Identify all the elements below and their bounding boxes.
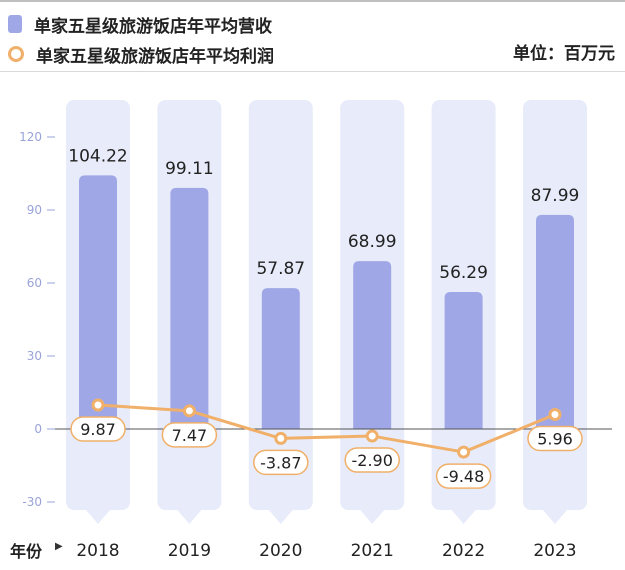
column-pointer (177, 510, 202, 524)
x-tick-label: 2018 (76, 541, 119, 561)
revenue-bar (261, 288, 300, 429)
revenue-bar (170, 187, 209, 429)
legend-swatch-dot (8, 46, 24, 62)
profit-value-label: -2.90 (351, 451, 392, 470)
profit-label-box (344, 447, 400, 473)
profit-label-box (70, 416, 126, 442)
profit-line (97, 403, 556, 454)
revenue-value-label: 56.29 (439, 263, 488, 283)
revenue-value-label: 68.99 (348, 232, 397, 252)
profit-point (548, 407, 562, 421)
profit-value-label: 5.96 (537, 429, 573, 448)
revenue-bar (444, 292, 483, 429)
x-tick-label: 2023 (533, 541, 576, 561)
y-tick-label: 90 (27, 203, 42, 217)
revenue-bar (353, 261, 392, 429)
profit-value-label: 9.87 (80, 420, 116, 439)
legend-label-profit: 单家五星级旅游饭店年平均利润 (36, 46, 274, 67)
x-tick-label: 2020 (259, 541, 302, 561)
column-pointer (86, 510, 110, 524)
profit-label-box (161, 422, 218, 448)
profit-label-box (527, 425, 583, 452)
revenue-value-label: 104.22 (68, 146, 127, 166)
profit-point (365, 429, 379, 443)
profit-label-box (253, 449, 309, 476)
profit-value-label: -3.87 (260, 453, 301, 472)
y-tick-label: -30 (22, 495, 42, 509)
legend-swatch-bar (8, 15, 22, 33)
revenue-bar (536, 214, 574, 429)
x-tick-label: 2021 (351, 541, 394, 561)
revenue-bar (79, 175, 117, 429)
profit-point (274, 431, 288, 445)
column-pointer (543, 510, 567, 524)
profit-value-label: -9.48 (443, 467, 484, 486)
column-pointer (451, 510, 476, 524)
column-pointer (268, 510, 293, 524)
x-tick-label: 2022 (442, 541, 485, 561)
y-tick-label: 0 (34, 422, 42, 436)
revenue-value-label: 87.99 (531, 186, 580, 206)
x-axis-arrow-icon: ▶ (55, 541, 63, 552)
profit-point (457, 445, 471, 459)
revenue-value-label: 99.11 (165, 159, 214, 179)
column-pointer (360, 510, 385, 524)
profit-label-box (435, 463, 492, 489)
x-tick-label: 2019 (168, 541, 211, 561)
y-tick-label: 60 (27, 276, 42, 290)
legend-label-revenue: 单家五星级旅游饭店年平均营收 (34, 16, 272, 37)
y-tick-label: 120 (19, 130, 42, 144)
legend: 单家五星级旅游饭店年平均营收 单家五星级旅游饭店年平均利润 单位：百万元 (0, 0, 625, 72)
revenue-value-label: 57.87 (256, 259, 305, 279)
legend-item-profit[interactable]: 单家五星级旅游饭店年平均利润 (8, 42, 274, 67)
profit-point (91, 398, 105, 412)
profit-value-label: 7.47 (172, 426, 208, 445)
legend-item-revenue[interactable]: 单家五星级旅游饭店年平均营收 (8, 12, 272, 37)
profit-point (182, 404, 196, 418)
x-axis-title: 年份 (10, 542, 43, 561)
unit-label: 单位：百万元 (513, 44, 615, 64)
y-tick-label: 30 (27, 349, 42, 363)
